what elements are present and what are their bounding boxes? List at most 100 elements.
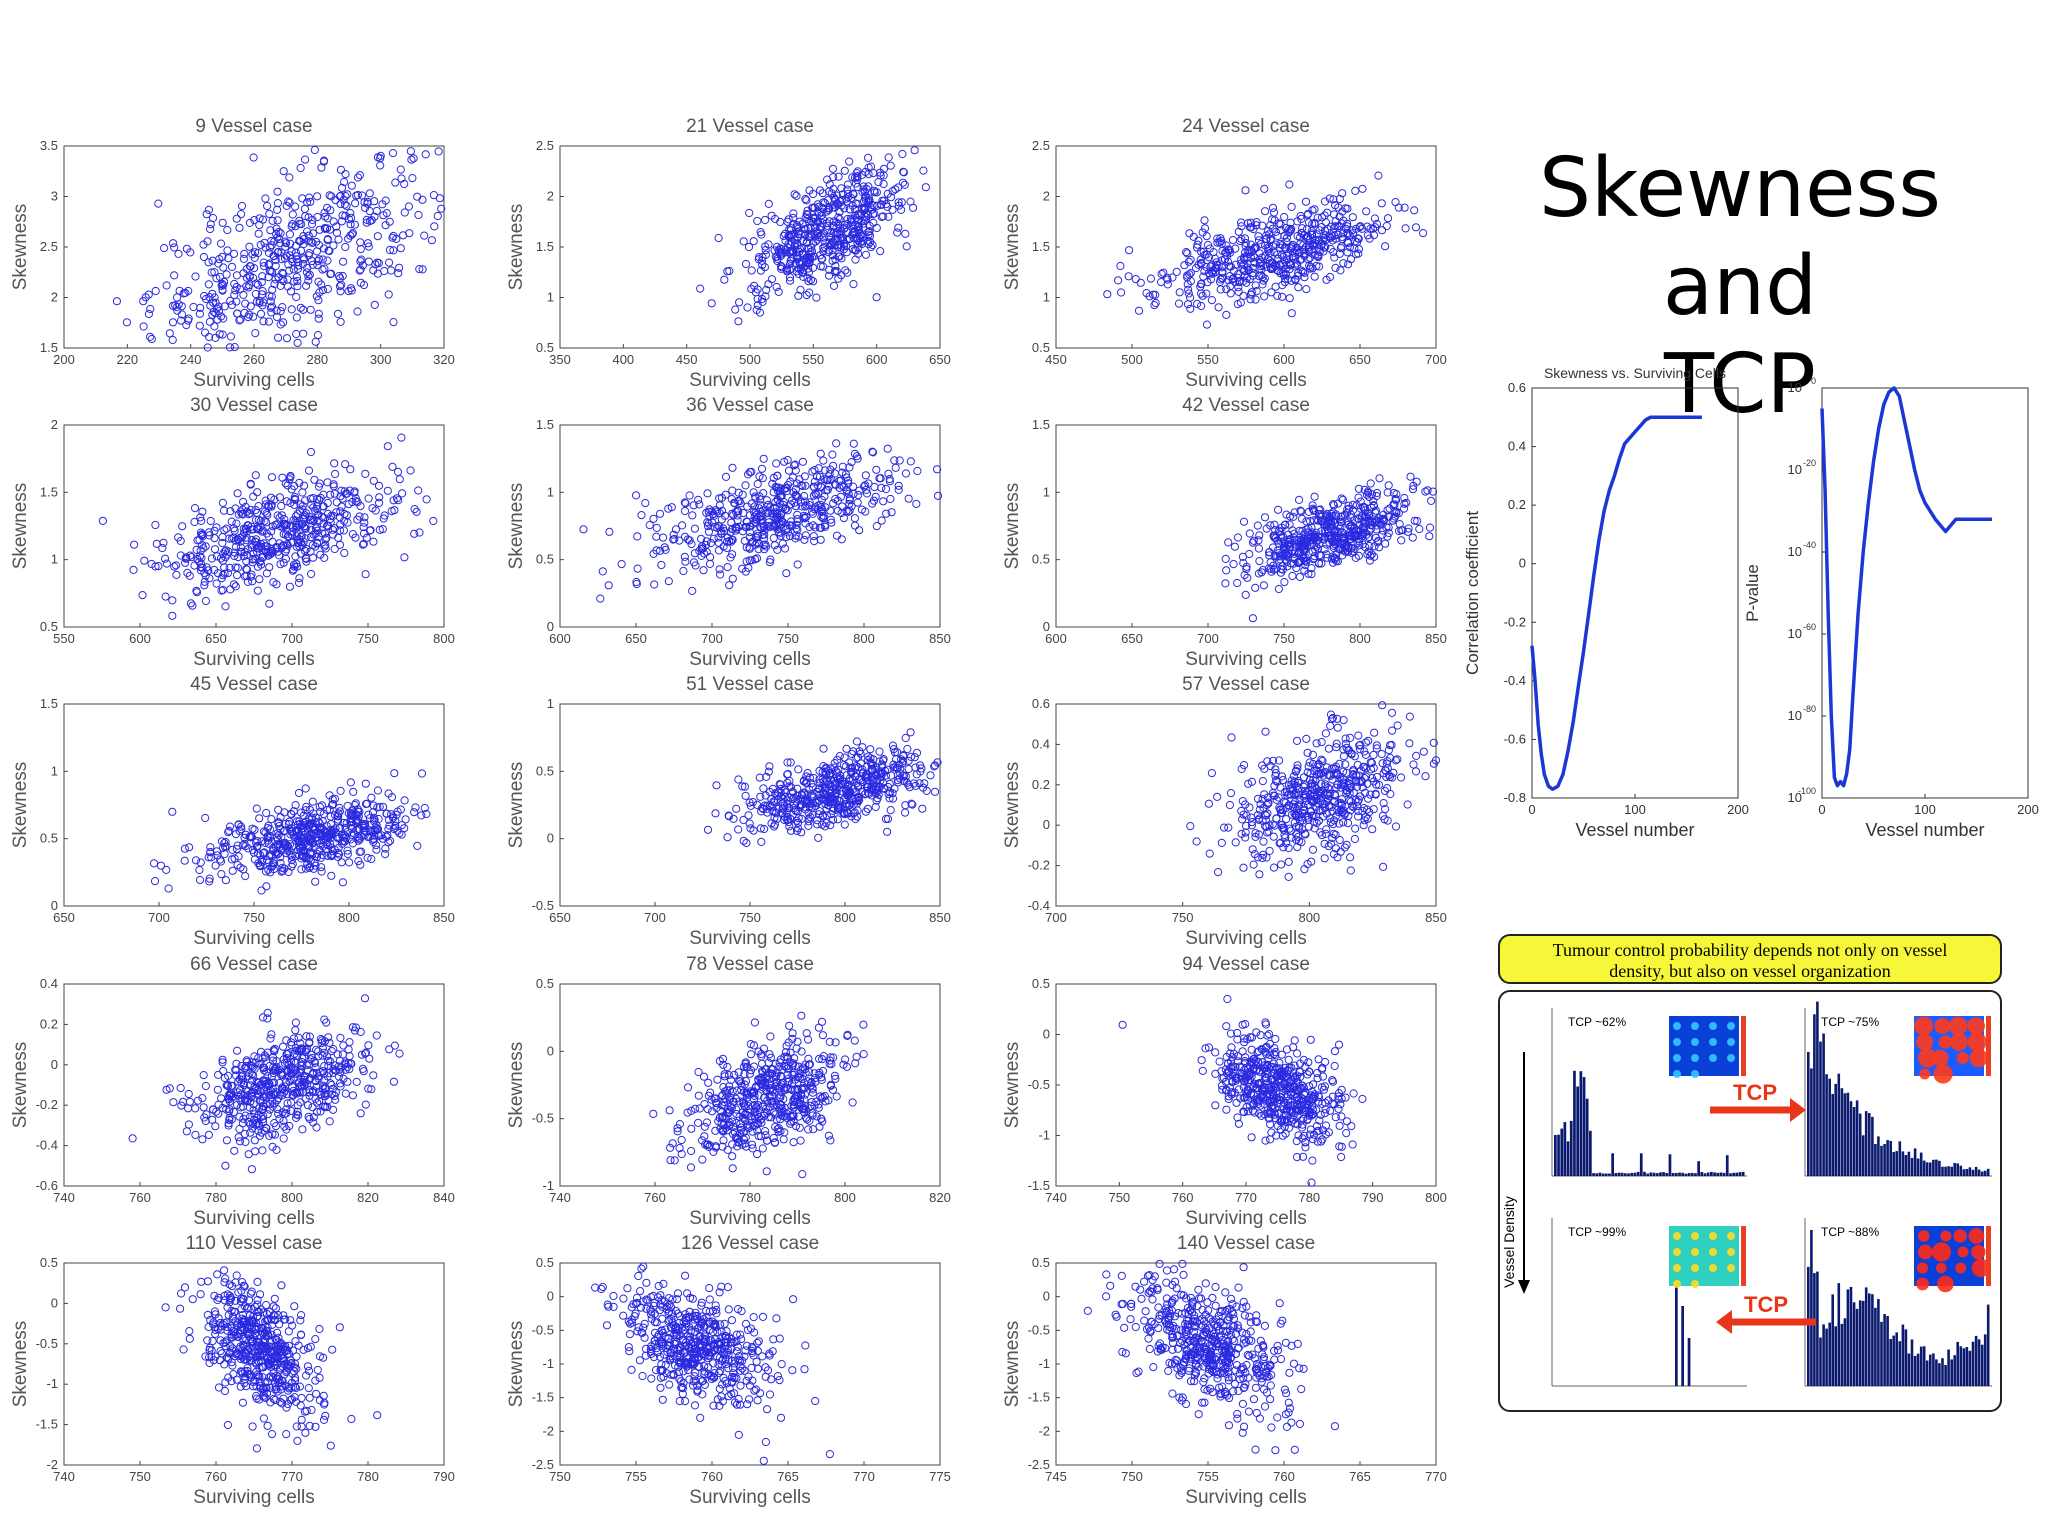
data-point [1326,721,1335,731]
data-point [223,569,233,578]
data-point [216,554,226,563]
data-point [434,147,443,156]
y-tick-label: 1 [547,290,554,305]
data-point [1125,246,1134,255]
data-point [206,220,215,229]
x-tick-label: 700 [1425,352,1447,367]
data-point [334,235,343,244]
data-point [1267,288,1276,297]
data-point [1300,273,1309,282]
data-point [1186,304,1195,313]
data-point [803,252,812,262]
data-point [723,563,732,572]
data-point [240,308,249,317]
data-point [1427,496,1436,505]
data-point [346,213,356,222]
data-point [165,329,174,338]
data-point [1241,242,1250,251]
data-point [298,259,308,269]
data-point [337,502,346,511]
data-point [894,198,903,207]
data-point [1262,231,1271,240]
data-point [227,517,236,526]
data-point [226,332,235,341]
data-point [139,322,148,331]
data-point [1295,572,1305,582]
data-point [1372,219,1382,229]
data-point [870,482,879,492]
data-point [202,563,211,572]
data-point [189,302,198,312]
data-point [1200,224,1210,233]
data-point [174,249,183,258]
data-point [255,575,264,584]
data-point [1281,270,1291,279]
data-point [1317,213,1327,222]
data-point [333,309,343,318]
data-point [842,227,851,236]
data-point [714,546,724,555]
data-point [711,809,720,818]
data-point [204,1130,213,1140]
data-point [307,220,317,229]
y-tick-label: 0 [1043,817,1050,832]
data-point [1150,301,1159,310]
data-point [1320,197,1330,206]
data-point [190,504,200,513]
data-point [221,602,230,611]
data-point [288,257,297,266]
data-point [1240,256,1249,265]
data-point [818,189,827,198]
data-point [400,208,409,217]
data-point [336,165,346,174]
data-point [147,334,156,344]
data-point [1391,198,1400,207]
data-point [783,243,793,252]
data-point [791,258,800,267]
data-point [353,307,362,316]
data-point [195,552,205,561]
data-point [1246,295,1255,304]
data-point [421,150,430,159]
y-axis-label: Skewness [10,483,31,570]
y-tick-label: 3 [51,189,58,204]
data-point [678,521,687,530]
data-point [776,249,785,258]
data-point [819,247,828,256]
data-point [336,317,345,326]
y-tick-label: 2 [51,290,58,305]
data-point [295,574,304,583]
data-point [1320,854,1329,863]
data-point [919,166,928,175]
data-point [819,198,828,207]
data-point [837,535,846,544]
data-point [340,548,349,558]
data-point [301,784,310,793]
data-point [201,294,211,304]
x-axis-label: Surviving cells [193,370,314,391]
data-point [334,272,344,281]
y-tick-label: 1 [1043,290,1050,305]
data-point [1359,821,1368,830]
data-point [904,764,913,774]
data-point [1265,846,1274,856]
data-point [1285,224,1294,233]
data-point [219,263,228,272]
x-tick-label: 750 [1172,910,1194,925]
data-point [279,318,288,327]
data-point [1216,285,1225,294]
data-point [837,254,846,263]
data-point [753,216,762,226]
data-point [749,237,758,246]
data-point [1335,835,1344,845]
data-point [334,533,343,542]
data-point [782,569,791,578]
data-point [835,197,845,206]
data-point [367,216,376,225]
data-point [895,456,904,465]
data-point [437,204,446,213]
data-point [168,335,177,345]
data-point [279,167,288,176]
